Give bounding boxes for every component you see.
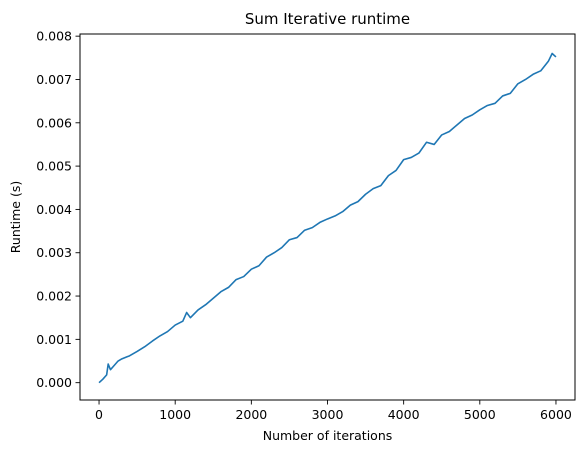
- y-tick-label: 0.007: [36, 72, 72, 87]
- y-axis-label: Runtime (s): [8, 181, 23, 253]
- y-tick-label: 0.008: [36, 29, 72, 44]
- y-tick-label: 0.001: [36, 332, 72, 347]
- y-tick-label: 0.004: [36, 202, 72, 217]
- x-tick-label: 6000: [540, 407, 572, 422]
- y-tick-label: 0.006: [36, 115, 72, 130]
- x-tick-label: 3000: [312, 407, 344, 422]
- y-tick-label: 0.000: [36, 375, 72, 390]
- x-tick-label: 5000: [464, 407, 496, 422]
- x-tick-label: 4000: [388, 407, 420, 422]
- plot-frame: [79, 33, 576, 401]
- y-axis: 0.000 0.001 0.002 0.003 0.004 0.005 0.006 0.007…: [36, 29, 80, 390]
- plot-layer: [98, 52, 557, 384]
- y-tick-label: 0.005: [36, 159, 72, 174]
- y-tick-label: 0.003: [36, 245, 72, 260]
- x-tick-label: 0: [95, 407, 103, 422]
- x-axis: 0 1000 2000 3000 4000 5000 6000: [95, 400, 572, 422]
- series-line-0: [98, 52, 557, 384]
- y-tick-label: 0.002: [36, 289, 72, 304]
- x-tick-label: 1000: [159, 407, 191, 422]
- x-axis-label: Number of iterations: [263, 428, 393, 443]
- x-tick-label: 2000: [235, 407, 267, 422]
- chart-title: Sum Iterative runtime: [245, 10, 410, 28]
